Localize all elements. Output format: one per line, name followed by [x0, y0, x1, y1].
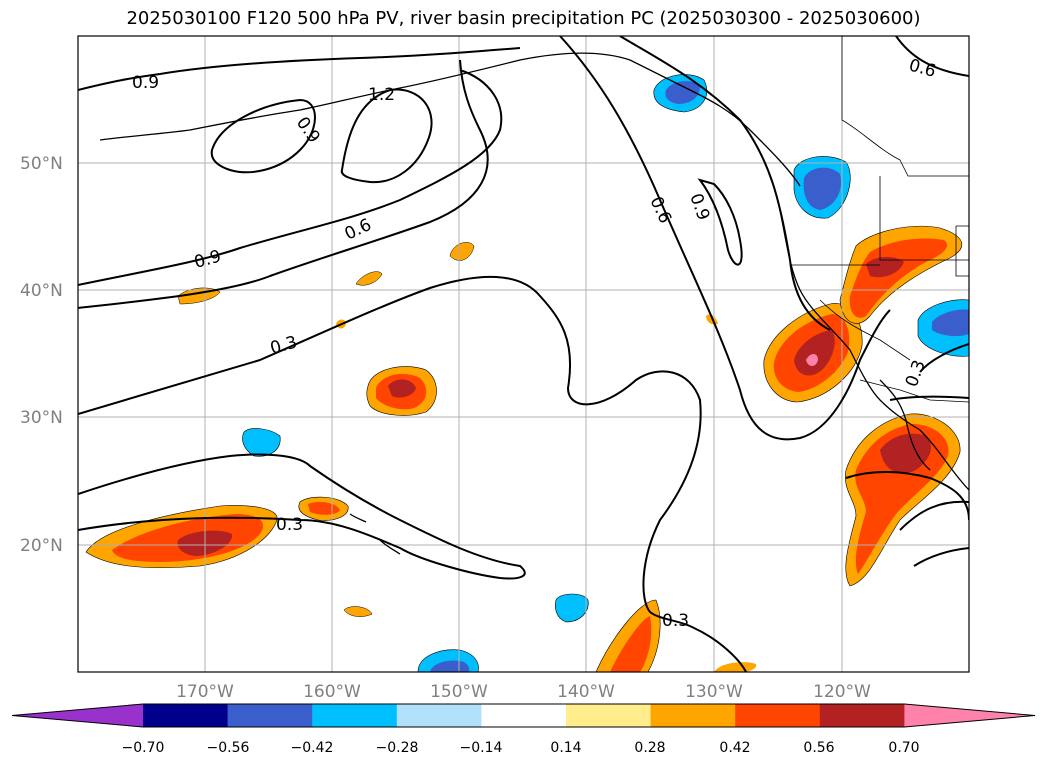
colorbar-extend-max — [904, 704, 1035, 727]
colorbar-segment — [566, 704, 652, 727]
contour-label: 0.3 — [662, 611, 689, 631]
latitude-labels: 50°N 40°N 30°N 20°N — [20, 154, 63, 556]
coastlines — [99, 52, 969, 555]
colorbar-tick: −0.70 — [122, 740, 165, 756]
colorbar-tick: −0.42 — [291, 740, 334, 756]
colorbar-segment — [396, 704, 482, 727]
pv-contours — [78, 36, 969, 672]
contour-label: 1.2 — [368, 85, 395, 105]
colorbar-tick: −0.14 — [460, 740, 503, 756]
colorbar-segment — [312, 704, 398, 727]
colorbar-tick: −0.28 — [376, 740, 419, 756]
colorbar-tick: −0.56 — [207, 740, 250, 756]
lat-label: 50°N — [20, 154, 63, 174]
colorbar-tick: 0.70 — [888, 740, 919, 756]
gridlines — [78, 36, 969, 672]
colorbar-segment — [143, 704, 229, 727]
lon-label: 150°W — [430, 682, 488, 702]
colorbar-tick: 0.28 — [634, 740, 665, 756]
colorbar-tick-labels: −0.70 −0.56 −0.42 −0.28 −0.14 0.14 0.28 … — [122, 740, 920, 756]
colorbar-extend-min — [12, 704, 143, 727]
colorbar-segment — [735, 704, 821, 727]
precip-anomaly-shading — [85, 74, 969, 672]
lon-label: 120°W — [813, 682, 871, 702]
lon-label: 160°W — [303, 682, 361, 702]
lat-label: 20°N — [20, 536, 63, 556]
map-title: 2025030100 F120 500 hPa PV, river basin … — [126, 8, 921, 29]
colorbar-segment — [819, 704, 905, 727]
colorbar-segment — [481, 704, 567, 727]
colorbar-segment — [650, 704, 736, 727]
colorbar-outline — [11, 703, 1036, 728]
colorbar-tick: 0.14 — [550, 740, 581, 756]
longitude-labels: 170°W 160°W 150°W 140°W 130°W 120°W — [176, 682, 871, 702]
colorbar-tick: 0.56 — [803, 740, 834, 756]
lon-label: 140°W — [557, 682, 615, 702]
map-frame — [77, 35, 970, 673]
colorbar-segment — [227, 704, 313, 727]
lat-label: 40°N — [20, 281, 63, 301]
lon-label: 130°W — [685, 682, 743, 702]
borders — [790, 36, 969, 403]
colorbar — [11, 703, 1036, 728]
lon-label: 170°W — [176, 682, 234, 702]
contour-label: 0.9 — [132, 73, 159, 93]
contour-label: 0.3 — [276, 515, 303, 535]
colorbar-tick: 0.42 — [719, 740, 750, 756]
lat-label: 30°N — [20, 408, 63, 428]
